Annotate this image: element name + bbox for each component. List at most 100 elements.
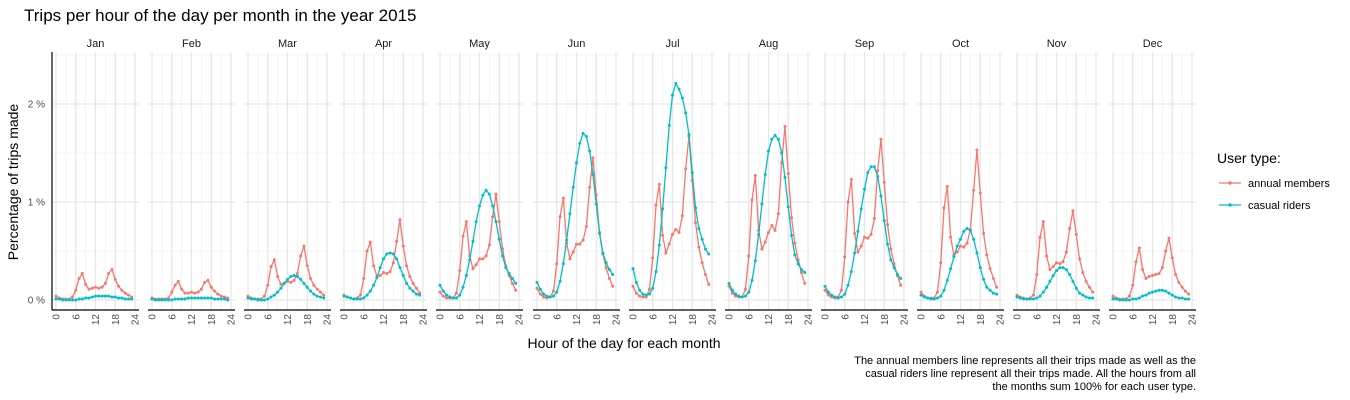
- data-point-casual-riders: [57, 297, 61, 301]
- x-tick-label: 24: [900, 314, 911, 326]
- data-point-casual-riders: [491, 204, 495, 208]
- data-point-casual-riders: [687, 132, 691, 136]
- data-point-casual-riders: [985, 285, 989, 289]
- data-point-annual-members: [647, 287, 651, 291]
- data-point-annual-members: [1081, 271, 1085, 275]
- panel-sep: Sep 0 6 12 18 24: [821, 38, 911, 325]
- legend: User type: annual members casual riders: [1217, 150, 1330, 212]
- data-point-casual-riders: [1177, 296, 1181, 300]
- data-point-casual-riders: [411, 289, 415, 293]
- data-point-casual-riders: [203, 296, 207, 300]
- data-point-casual-riders: [1045, 285, 1049, 289]
- data-point-annual-members: [445, 296, 449, 300]
- series-casual-riders: [54, 294, 134, 302]
- data-point-casual-riders: [939, 294, 943, 298]
- data-point-casual-riders: [654, 270, 658, 274]
- data-point-casual-riders: [451, 296, 455, 300]
- data-point-casual-riders: [1068, 273, 1072, 277]
- series-casual-riders: [150, 296, 230, 302]
- data-point-annual-members: [839, 288, 843, 292]
- data-point-annual-members: [84, 282, 88, 286]
- data-point-annual-members: [110, 268, 114, 272]
- data-point-casual-riders: [919, 293, 923, 297]
- data-point-casual-riders: [123, 297, 127, 301]
- data-point-annual-members: [631, 284, 635, 288]
- series-line-annual-members: [920, 150, 998, 299]
- data-point-annual-members: [1187, 292, 1191, 296]
- data-point-annual-members: [487, 243, 491, 247]
- data-point-annual-members: [942, 206, 946, 210]
- x-tick-label: 0: [533, 314, 544, 320]
- data-point-annual-members: [1071, 209, 1075, 213]
- series-annual-members: [823, 137, 903, 300]
- x-tick-label: 12: [668, 314, 679, 326]
- data-point-annual-members: [882, 180, 886, 184]
- x-tick-label: 0: [436, 314, 447, 320]
- x-tick-label: 0: [52, 314, 63, 320]
- data-point-casual-riders: [551, 294, 555, 298]
- data-point-casual-riders: [183, 297, 187, 301]
- series-casual-riders: [1015, 266, 1095, 301]
- data-point-annual-members: [667, 242, 671, 246]
- x-tick-label: 18: [303, 314, 314, 326]
- data-point-annual-members: [1035, 273, 1039, 277]
- data-point-annual-members: [935, 290, 939, 294]
- data-point-casual-riders: [594, 202, 598, 206]
- data-point-casual-riders: [190, 296, 193, 300]
- data-point-casual-riders: [591, 173, 595, 177]
- data-point-casual-riders: [730, 288, 734, 292]
- data-point-casual-riders: [707, 252, 711, 256]
- data-point-casual-riders: [126, 297, 130, 301]
- data-point-casual-riders: [315, 294, 319, 298]
- data-point-casual-riders: [94, 294, 97, 298]
- x-tick-label: 18: [784, 314, 795, 326]
- data-point-annual-members: [588, 185, 592, 189]
- data-point-annual-members: [405, 264, 409, 268]
- data-point-annual-members: [879, 137, 883, 141]
- data-point-casual-riders: [843, 292, 847, 296]
- series-annual-members: [631, 134, 711, 299]
- data-point-casual-riders: [272, 293, 276, 297]
- data-point-casual-riders: [926, 296, 930, 300]
- x-tick-label: 12: [956, 314, 967, 326]
- data-point-casual-riders: [352, 297, 356, 301]
- panel-mar: Mar 0 6 12 18 24: [244, 38, 334, 325]
- data-point-annual-members: [1091, 290, 1095, 294]
- x-tick-label: 24: [227, 314, 238, 326]
- data-point-annual-members: [1157, 272, 1161, 276]
- series-casual-riders: [727, 133, 807, 299]
- panel-apr: Apr 0 6 12 18 24: [340, 38, 430, 325]
- data-point-annual-members: [388, 270, 392, 274]
- data-point-casual-riders: [1064, 268, 1068, 272]
- series-line-casual-riders: [632, 81, 710, 296]
- data-point-casual-riders: [740, 295, 744, 299]
- legend-label-annual-members: annual members: [1248, 178, 1330, 190]
- data-point-casual-riders: [305, 285, 309, 289]
- data-point-casual-riders: [448, 295, 452, 299]
- data-point-annual-members: [1045, 254, 1049, 258]
- data-point-casual-riders: [773, 133, 777, 137]
- x-tick-label: 24: [323, 314, 334, 326]
- data-point-annual-members: [1074, 232, 1078, 236]
- data-point-casual-riders: [1061, 266, 1065, 270]
- data-point-annual-members: [123, 291, 127, 295]
- data-point-casual-riders: [558, 279, 562, 283]
- data-point-casual-riders: [1121, 298, 1125, 302]
- data-point-casual-riders: [1087, 296, 1091, 300]
- data-point-casual-riders: [899, 276, 903, 280]
- series-casual-riders: [631, 81, 711, 297]
- facet-panels: Jan 0 6 12 18 24 Feb 0 6 12 18 24 Mar 0 6 12 18 24 Apr 0 6 12…: [28, 38, 1199, 325]
- data-point-annual-members: [77, 276, 81, 280]
- strip-label-feb: Feb: [182, 38, 201, 50]
- data-point-casual-riders: [299, 277, 303, 281]
- data-point-casual-riders: [107, 294, 111, 298]
- data-point-casual-riders: [120, 296, 124, 300]
- data-point-annual-members: [978, 191, 982, 195]
- data-point-annual-members: [826, 293, 830, 297]
- data-point-annual-members: [312, 283, 316, 287]
- data-point-annual-members: [269, 265, 273, 269]
- data-point-casual-riders: [1174, 295, 1178, 299]
- x-tick-label: 12: [379, 314, 390, 326]
- data-point-annual-members: [1127, 294, 1131, 298]
- data-point-casual-riders: [651, 286, 655, 290]
